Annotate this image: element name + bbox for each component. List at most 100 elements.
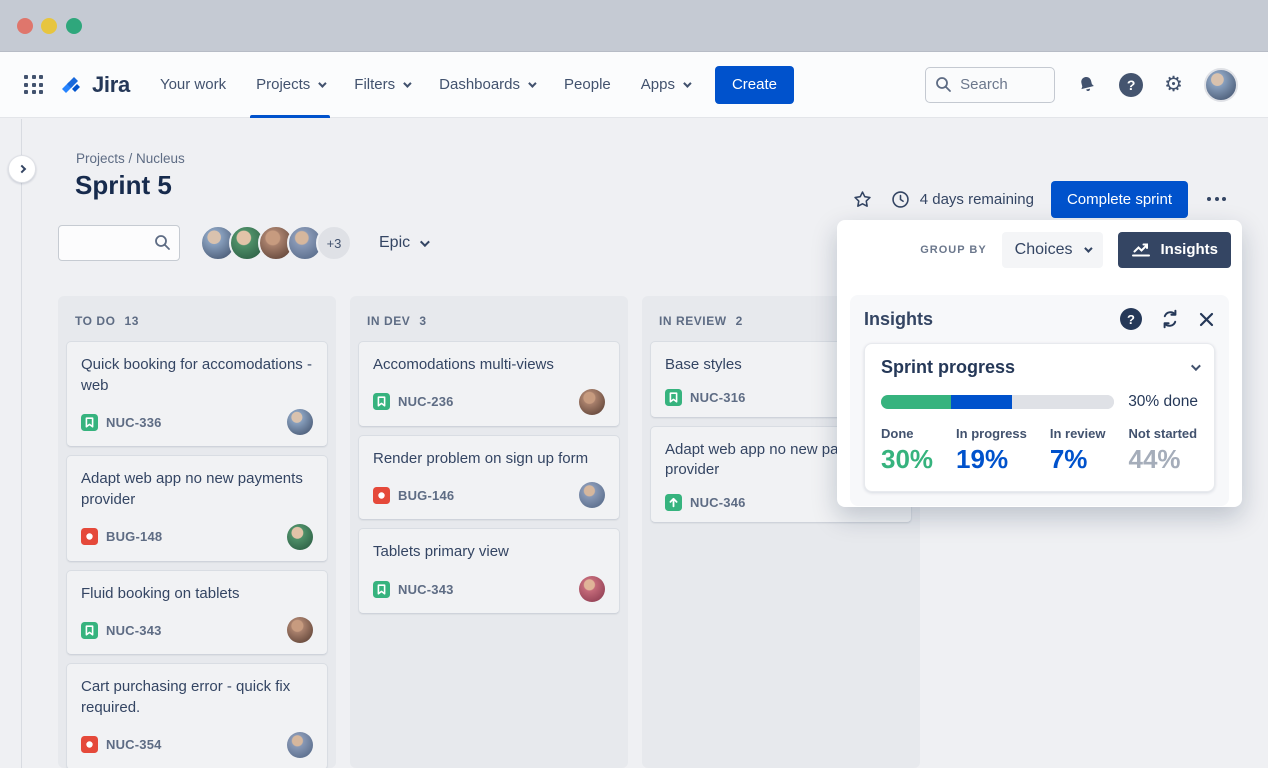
nav-item-people[interactable]: People [564,52,611,118]
primary-nav: Your work Projects Filters Dashboards People… [160,52,692,118]
question-mark-icon: ? [1119,72,1144,97]
window-minimize-button[interactable] [41,18,57,34]
sidebar-expand-button[interactable] [8,155,36,183]
jira-logo[interactable]: Jira [59,72,130,98]
card-title: Adapt web app no new payments provider [665,440,887,479]
assignee-avatar[interactable] [287,409,313,436]
assignee-avatar[interactable] [579,576,605,603]
card-title: Render problem on sign up form [373,449,589,467]
insights-section: Insights ? Sp [850,295,1229,506]
assignee-avatar[interactable] [287,731,313,758]
stat-value: 19% [956,444,1009,474]
nav-item-dashboards[interactable]: Dashboards [439,52,537,118]
top-navbar: Jira Your work Projects Filters Dashboards P… [0,52,1268,118]
card-title: Cart purchasing error - quick fix requir… [81,678,291,717]
gear-icon: ⚙ [1164,73,1183,96]
issue-card[interactable]: Fluid booking on tablets NUC-343 [66,569,328,656]
group-by-value: Choices [1014,240,1073,258]
card-title: Adapt web app no new payments provider [81,470,303,509]
epic-filter-dropdown[interactable]: Epic [379,234,430,252]
collapse-chevron-icon[interactable] [1190,361,1201,372]
window-zoom-button[interactable] [66,18,82,34]
favorite-button[interactable] [852,189,873,210]
assignee-avatar[interactable] [579,388,605,415]
progress-segment-in-review [995,395,1012,409]
stat-value: 44% [1128,444,1181,474]
settings-button[interactable]: ⚙ [1164,74,1183,95]
app-switcher-icon[interactable] [24,75,43,94]
window-titlebar [0,0,1268,52]
column-header: IN REVIEW 2 [642,296,920,341]
issue-key: BUG-146 [398,487,455,503]
assignee-avatar[interactable] [287,523,313,550]
issue-card[interactable]: Render problem on sign up form BUG-146 [358,434,620,521]
issue-card[interactable]: Accomodations multi-views NUC-236 [358,341,620,427]
column-count: 13 [124,314,139,328]
card-meta: BUG-148 [81,523,313,550]
sprint-board: TO DO 13 Quick booking for accomodations -… [58,296,920,768]
card-meta: NUC-343 [373,576,605,603]
stat-not-started: Not started 44% [1128,426,1197,475]
close-insights-button[interactable] [1198,311,1215,328]
nav-item-label: People [564,76,611,93]
star-icon [853,190,871,207]
card-title: Tablets primary view [373,543,509,561]
nav-item-label: Projects [256,76,311,93]
chevron-down-icon [318,78,327,88]
progress-segment-done [881,395,951,409]
issue-card[interactable]: Tablets primary view NUC-343 [358,528,620,615]
progress-segment-in-progress [950,395,996,409]
chevron-down-icon [683,78,692,88]
refresh-icon [1163,309,1177,329]
nav-item-label: Filters [354,76,396,93]
global-search [925,66,1056,103]
page-title: Sprint 5 [75,170,172,200]
sprint-actions: 4 days remaining Complete sprint [852,180,1232,218]
stat-label: Not started [1128,426,1198,441]
more-options-button[interactable] [1201,189,1232,209]
jira-logo-icon [62,76,80,93]
chart-icon [1132,243,1151,257]
create-button[interactable]: Create [714,65,794,104]
group-by-label: GROUP BY [920,243,987,256]
nav-item-projects[interactable]: Projects [250,52,331,118]
group-by-select[interactable]: Choices [1001,231,1104,268]
issue-card[interactable]: Adapt web app no new payments provider BU… [66,455,328,562]
board-search [58,225,180,261]
card-title: Quick booking for accomodations - web [81,356,312,394]
global-search-input[interactable] [925,66,1056,103]
insights-help-button[interactable]: ? [1120,308,1142,330]
search-icon [155,235,170,250]
issue-key: BUG-148 [106,529,163,545]
window-close-button[interactable] [17,18,33,34]
user-avatar[interactable] [1204,67,1238,102]
board-search-input[interactable] [58,225,180,261]
issue-key: NUC-343 [398,581,454,597]
sidebar-divider [21,119,22,768]
refresh-button[interactable] [1160,309,1180,329]
issue-card[interactable]: Quick booking for accomodations - web NUC… [66,341,328,448]
insights-toggle-button[interactable]: Insights [1118,231,1231,268]
board-controls: GROUP BY Choices Insights [837,220,1242,268]
assignee-avatar[interactable] [287,617,313,644]
assignee-avatar[interactable] [579,482,605,509]
issue-card[interactable]: Cart purchasing error - quick fix requir… [66,663,328,768]
help-button[interactable]: ? [1119,72,1144,97]
breadcrumb[interactable]: Projects / Nucleus [76,151,185,166]
chevron-right-icon [17,164,27,174]
epic-filter-label: Epic [379,234,411,251]
chevron-down-icon [420,236,430,247]
avatar[interactable] [287,225,323,261]
notifications-button[interactable] [1076,74,1098,96]
complete-sprint-button[interactable]: Complete sprint [1050,180,1188,218]
nav-item-filters[interactable]: Filters [354,52,412,118]
story-icon [665,388,682,406]
stat-label: Done [881,426,914,441]
issue-key: NUC-316 [690,389,746,405]
story-icon [373,393,390,411]
card-meta: NUC-346 [665,494,897,512]
nav-item-your-work[interactable]: Your work [160,52,226,118]
avatar-overflow-badge[interactable]: +3 [316,225,352,261]
nav-item-apps[interactable]: Apps [641,52,692,118]
